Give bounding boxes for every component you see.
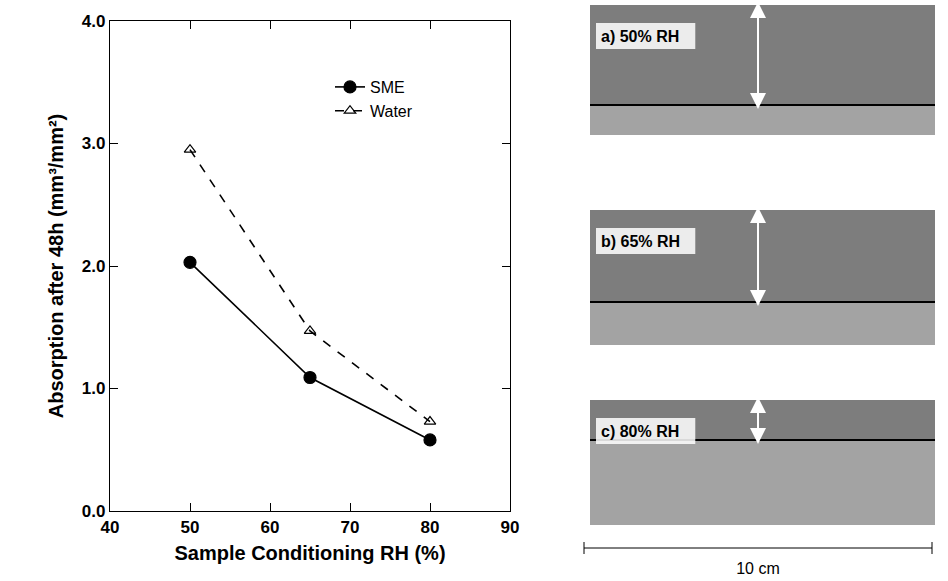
- svg-text:90: 90: [501, 518, 520, 537]
- svg-text:60: 60: [261, 518, 280, 537]
- svg-text:b) 65% RH: b) 65% RH: [601, 233, 680, 250]
- svg-text:70: 70: [341, 518, 360, 537]
- svg-text:a) 50% RH: a) 50% RH: [601, 28, 679, 45]
- svg-text:40: 40: [101, 518, 120, 537]
- svg-text:1.0: 1.0: [82, 379, 106, 398]
- svg-text:Water: Water: [370, 103, 413, 120]
- svg-text:0.0: 0.0: [82, 502, 106, 521]
- svg-text:c) 80% RH: c) 80% RH: [601, 423, 679, 440]
- svg-text:Absorption after 48h (mm³/mm²): Absorption after 48h (mm³/mm²): [45, 114, 67, 418]
- svg-text:Sample Conditioning RH (%): Sample Conditioning RH (%): [174, 542, 445, 564]
- svg-text:80: 80: [421, 518, 440, 537]
- svg-text:SME: SME: [370, 79, 405, 96]
- svg-text:50: 50: [181, 518, 200, 537]
- svg-text:2.0: 2.0: [82, 257, 106, 276]
- svg-text:3.0: 3.0: [82, 134, 106, 153]
- svg-text:10 cm: 10 cm: [736, 560, 780, 577]
- svg-text:4.0: 4.0: [82, 12, 106, 31]
